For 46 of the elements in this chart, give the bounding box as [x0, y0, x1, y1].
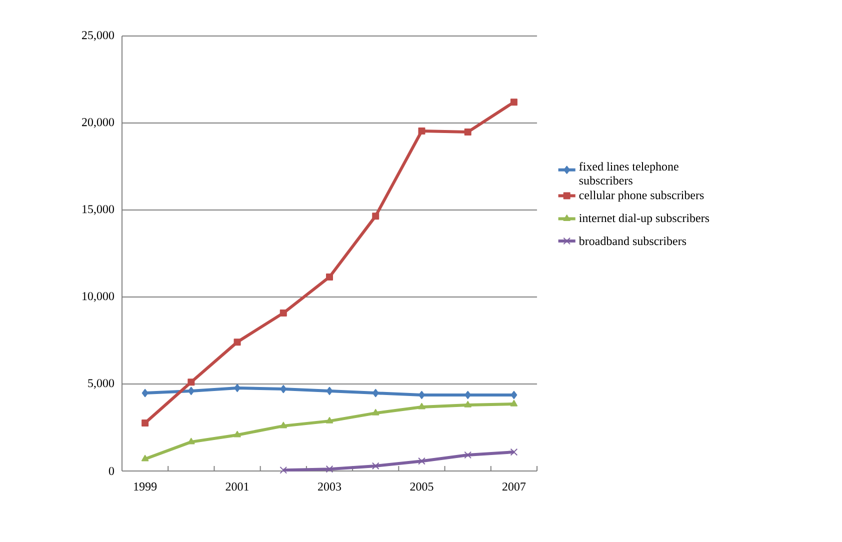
y-tick-label: 20,000 [82, 118, 114, 128]
point [234, 430, 241, 438]
point [372, 408, 380, 416]
point [464, 451, 472, 459]
point [510, 448, 518, 456]
point [372, 388, 379, 398]
y-tick-label: 0 [108, 466, 114, 476]
point [418, 457, 426, 465]
x-tick-label: 1999 [134, 482, 157, 491]
point [372, 212, 380, 220]
legend-label: broadband subscribers [578, 236, 686, 246]
point [464, 400, 472, 408]
point [280, 310, 287, 317]
point [188, 386, 194, 396]
point [510, 400, 518, 406]
y-tick-label: 15,000 [82, 205, 114, 215]
point [464, 128, 472, 136]
point [326, 386, 333, 396]
legend-label: cellular phone subscribers [579, 190, 704, 202]
point [372, 462, 380, 470]
point [141, 454, 149, 462]
point [142, 388, 148, 398]
point [142, 419, 149, 426]
point [280, 384, 287, 394]
point [188, 438, 195, 444]
y-tick-label: 10,000 [82, 292, 114, 302]
point [510, 390, 518, 400]
legend-label: internet dial-up subscribers [579, 214, 710, 225]
y-tick-label: 25,000 [82, 31, 114, 41]
point [188, 378, 195, 386]
point [510, 98, 518, 106]
x-tick-label: 2001 [226, 482, 249, 491]
point [326, 465, 334, 473]
point [418, 402, 426, 410]
point [280, 466, 288, 474]
point [326, 416, 334, 424]
point [280, 422, 288, 428]
point [234, 338, 241, 346]
point [234, 384, 240, 392]
point [418, 128, 426, 135]
x-tick-label: 2005 [410, 482, 434, 491]
x-tick-label: 2007 [502, 482, 526, 491]
x-tick-label: 2003 [318, 482, 342, 491]
y-tick-label: 5,000 [88, 379, 114, 389]
point [418, 390, 425, 400]
point [326, 273, 334, 280]
